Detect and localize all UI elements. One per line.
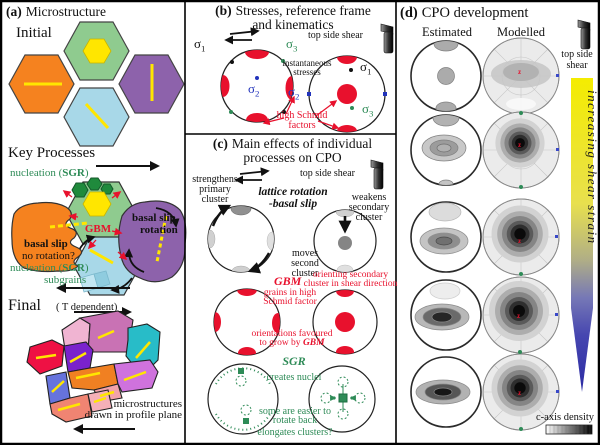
panel-a-final-grains	[26, 307, 161, 434]
panel-a-key-process-grains	[11, 161, 187, 296]
gbm-label: GBM	[84, 223, 112, 235]
estimated-stereonets	[410, 40, 482, 428]
elongates-clusters-label: elongates clusters?	[257, 427, 333, 438]
weakens-label-3: cluster	[355, 212, 383, 223]
high-schmid-label-1: high Schmid	[276, 110, 328, 121]
sgr-section-label: SGR	[282, 354, 306, 368]
sgr-nuclei-cross	[320, 376, 366, 420]
sigma3-label-left: σ3	[286, 36, 298, 54]
estimated-column-header: Estimated	[422, 25, 472, 39]
orange-basal-slip-label: basal slip	[24, 238, 68, 250]
high-schmid-label-2: factors	[288, 120, 316, 131]
z-marker-row5: z	[518, 389, 522, 397]
shear-strain-gradient-bar	[571, 78, 593, 392]
rotate-back-label-1: some are easier to	[259, 406, 331, 417]
lattice-rotation-label-2: -basal slip	[268, 198, 318, 210]
instantaneous-stresses-label-2: stresses	[293, 67, 321, 77]
profile-plane-caption-2: drawn in profile plane	[84, 409, 182, 421]
gbm-section-label: GBM	[274, 274, 302, 288]
rotate-back-label-2: rotate back	[272, 415, 318, 426]
weakens-label-1: weakens	[351, 192, 387, 203]
moves-label-3: cluster	[291, 268, 319, 279]
orienting-label-2: cluster in shear direction	[303, 279, 398, 289]
no-rotation-label: no rotation?	[22, 250, 75, 262]
strain-axis-label: increasing shear strain	[585, 90, 600, 245]
creates-nuclei-label: creates nuclei	[266, 372, 322, 383]
favoured-label-1: orientations favoured	[251, 329, 333, 339]
caxis-density-label: c-axis density	[536, 412, 595, 423]
subgrains-label: subgrains	[44, 274, 87, 286]
orienting-label-1: orienting secondary	[312, 270, 389, 280]
panel-b-stereonets	[220, 23, 394, 133]
strengthens-label-1: strengthens	[192, 174, 238, 185]
initial-label: Initial	[16, 25, 52, 41]
panel-c-title-1: (c) Main effects of individual	[212, 136, 373, 151]
sigma2-label-right: σ2	[288, 84, 300, 102]
panel-c-title-2: processes on CPO	[243, 150, 342, 165]
panel-d-pole-figures: increasing shear strain	[410, 19, 600, 435]
panel-d-title: (d) CPO development	[400, 5, 529, 21]
sigma1-label-right: σ1	[360, 59, 372, 77]
sigma3-label-right: σ3	[362, 101, 374, 119]
panel-b-title-1: (b) Stresses, reference frame	[215, 3, 371, 18]
t-dependent-label: ( T dependent)	[56, 302, 118, 313]
panel-b-title-2: and kinematics	[252, 17, 334, 32]
purple-basal-slip-label: basal slip	[132, 212, 176, 224]
key-processes-label: Key Processes	[8, 145, 96, 161]
grains-schmid-label-2: Schmid factor	[263, 297, 317, 307]
strengthens-label-3: cluster	[201, 194, 229, 205]
lattice-rotation-label-1: lattice rotation	[258, 186, 328, 198]
moves-label-1: moves	[291, 248, 319, 259]
top-side-shear-label-b: top side shear	[308, 30, 363, 41]
final-label: Final	[8, 297, 41, 314]
nucleation-sgr-bottom-label: nucleation (SGR)	[10, 262, 89, 274]
panel-c-process-stereonets	[207, 159, 384, 435]
moves-label-2: second	[291, 258, 319, 269]
z-marker-row3: z	[518, 237, 522, 245]
sigma1-label-left: σ1	[194, 36, 206, 54]
grains-schmid-label-1: grains in high	[263, 288, 317, 298]
z-marker-row4: z	[517, 312, 521, 320]
panel-a-title: (a) Microstructure	[6, 4, 106, 19]
sigma2-label-left: σ2	[248, 81, 260, 99]
top-side-shear-label-d-2: shear	[566, 60, 588, 71]
modelled-column-header: Modelled	[497, 25, 545, 39]
caxis-density-legend	[545, 424, 593, 435]
top-side-shear-label-c: top side shear	[300, 168, 355, 179]
weakens-label-2: secondary	[348, 202, 390, 213]
profile-plane-caption-1: microstructures	[113, 398, 182, 410]
strengthens-label-2: primary	[199, 184, 231, 195]
top-side-shear-label-d-1: top side	[561, 49, 593, 60]
nucleation-sgr-top-label: nucleation (SGR)	[10, 167, 89, 179]
z-marker-row1: z	[518, 68, 522, 76]
z-marker-row2: z	[518, 141, 522, 149]
favoured-label-2: to grow by GBM	[259, 338, 325, 348]
purple-rotation-label: rotation	[140, 224, 178, 236]
instantaneous-stresses-label-1: instantaneous	[282, 58, 332, 68]
panel-a-initial-hexagons	[8, 21, 185, 147]
